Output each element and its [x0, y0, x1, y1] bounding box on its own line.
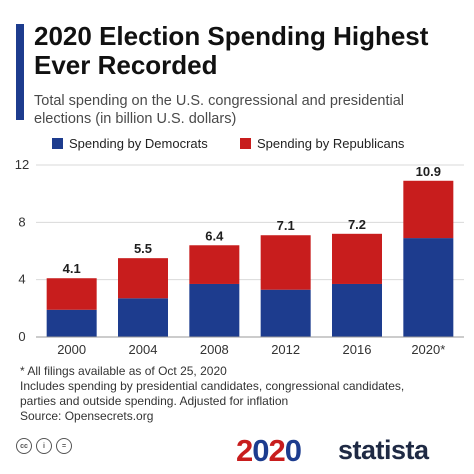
total-label: 7.2	[348, 217, 366, 232]
y-tick-label: 0	[18, 329, 25, 344]
x-tick-label: 2020*	[411, 342, 445, 357]
x-tick-label: 2008	[200, 342, 229, 357]
bar-republicans-2000	[46, 278, 97, 310]
no-derivatives-icon: =	[56, 438, 72, 454]
logo-digit-3: 2	[268, 433, 286, 468]
note-filings: * All filings available as of Oct 25, 20…	[20, 364, 227, 378]
total-label: 5.5	[134, 241, 152, 256]
bar-democrats-2008	[189, 283, 240, 337]
bar-democrats-2016	[332, 283, 382, 337]
bar-democrats-2000	[46, 309, 97, 337]
title-accent-bar	[16, 24, 24, 120]
election-2020-logo: 2020	[236, 433, 328, 471]
total-label: 7.1	[277, 218, 295, 233]
note-includes: Includes spending by presidential candid…	[20, 379, 405, 393]
total-label: 4.1	[63, 261, 81, 276]
footer: cc i = 2020 statista	[0, 430, 474, 474]
legend-item-democrats: Spending by Democrats	[52, 136, 208, 151]
bar-democrats-2012	[260, 289, 311, 337]
attribution-icon: i	[36, 438, 52, 454]
total-label: 6.4	[205, 228, 224, 243]
note-source: Source: Opensecrets.org	[20, 409, 154, 423]
legend-label-republicans: Spending by Republicans	[257, 136, 405, 151]
x-tick-label: 2004	[129, 342, 158, 357]
legend-label-democrats: Spending by Democrats	[69, 136, 208, 151]
bar-democrats-2004	[118, 298, 168, 337]
bar-republicans-2008	[189, 245, 240, 284]
x-tick-label: 2012	[271, 342, 300, 357]
statista-logo[interactable]: statista	[338, 435, 429, 465]
bar-democrats-2020	[403, 238, 454, 337]
legend-item-republicans: Spending by Republicans	[240, 136, 404, 151]
bar-republicans-2004	[118, 258, 168, 299]
y-tick-label: 12	[15, 157, 29, 172]
bar-chart: 0 4 8 12 4.1 2000 5.5 2004 6.4 2008 7.1 2012 7.2 2016…	[15, 157, 464, 357]
chart-subtitle: Total spending on the U.S. congressional…	[34, 93, 404, 127]
total-label: 10.9	[416, 164, 441, 179]
x-tick-label: 2016	[343, 342, 372, 357]
bar-republicans-2016	[332, 233, 382, 284]
logo-digit-2: 0	[252, 433, 269, 468]
bar-republicans-2020	[403, 180, 454, 239]
creative-commons-icon: cc	[16, 438, 32, 454]
y-tick-label: 4	[18, 272, 25, 287]
legend: Spending by Democrats Spending by Republ…	[0, 136, 474, 156]
license-icons[interactable]: cc i =	[16, 438, 72, 454]
y-tick-label: 8	[18, 214, 25, 229]
logo-digit-1: 2	[236, 433, 253, 468]
logo-digit-4: 0	[284, 433, 302, 468]
note-adjusted: parties and outside spending. Adjusted f…	[20, 394, 289, 408]
chart-title: 2020 Election Spending Highest Ever Reco…	[34, 21, 429, 80]
legend-swatch-republicans	[240, 138, 251, 149]
x-tick-label: 2000	[57, 342, 86, 357]
bar-republicans-2012	[260, 235, 311, 290]
chart-notes: * All filings available as of Oct 25, 20…	[20, 364, 460, 424]
legend-swatch-democrats	[52, 138, 63, 149]
